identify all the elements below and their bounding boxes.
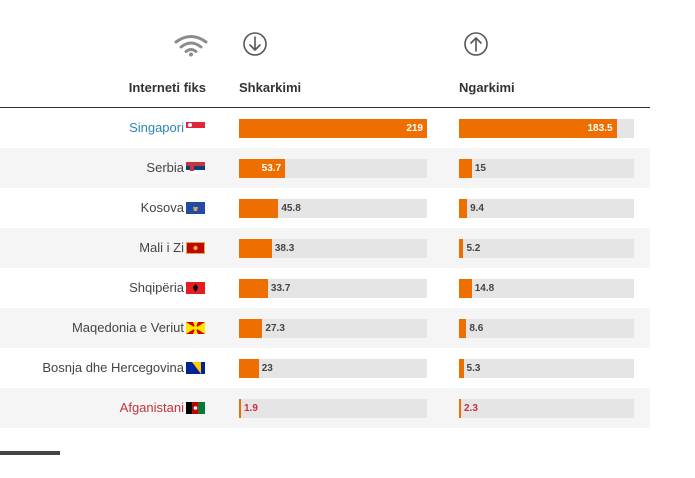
- value-label: 15: [474, 163, 486, 174]
- upload-bar: [459, 279, 472, 298]
- footer-rule: [0, 451, 60, 455]
- singapore-flag: [186, 122, 205, 134]
- upload-track: 8.6: [459, 319, 634, 338]
- upload-track: 5.2: [459, 239, 634, 258]
- afghanistan-flag: [186, 402, 205, 414]
- country-label: Serbia: [146, 160, 184, 175]
- upload-bar: [459, 239, 464, 258]
- country-label: Maqedonia e Veriut: [71, 320, 184, 335]
- value-label: 219: [406, 123, 423, 134]
- wifi-icon: [174, 35, 208, 57]
- download-bar: [239, 119, 427, 138]
- download-bar: [239, 319, 263, 338]
- table-row: Singapori 219 183.5: [0, 108, 650, 148]
- upload-bar: [459, 359, 464, 378]
- country-label[interactable]: Afganistani: [119, 400, 184, 415]
- download-bar: [239, 159, 286, 178]
- download-track: 33.7: [239, 279, 427, 298]
- north-macedonia-flag: [186, 322, 205, 334]
- upload-bar: [459, 199, 468, 218]
- download-bar: [239, 279, 268, 298]
- download-track: 219: [239, 119, 427, 138]
- table-row: Kosova 45.8 9.4: [0, 188, 650, 228]
- table-row: Afganistani 1.9 2.3: [0, 388, 650, 428]
- table-row: Bosnja dhe Hercegovina 23 5.3: [0, 348, 650, 388]
- download-track: 23: [239, 359, 427, 378]
- upload-bar: [459, 159, 472, 178]
- download-track: 1.9: [239, 399, 427, 418]
- upload-icon: [464, 32, 488, 56]
- kosovo-flag: [186, 202, 205, 214]
- value-label: 5.3: [466, 363, 481, 374]
- column-title-label: Interneti fiks: [128, 80, 206, 95]
- download-bar: [239, 359, 259, 378]
- albania-flag: [186, 282, 205, 294]
- download-bar: [239, 399, 241, 418]
- country-label[interactable]: Singapori: [129, 120, 184, 135]
- upload-bar: [459, 119, 617, 138]
- value-label: 53.7: [261, 163, 282, 174]
- download-bar: [239, 239, 272, 258]
- table-row: Shqipëria 33.7 14.8: [0, 268, 650, 308]
- value-label: 5.2: [466, 243, 481, 254]
- montenegro-flag: [186, 242, 205, 254]
- download-track: 38.3: [239, 239, 427, 258]
- table-row: Serbia 53.7 15: [0, 148, 650, 188]
- download-track: 45.8: [239, 199, 427, 218]
- country-label: Bosnja dhe Hercegovina: [42, 360, 184, 375]
- value-label: 2.3: [464, 403, 478, 414]
- value-label: 8.6: [469, 323, 484, 334]
- bosnia-flag: [186, 362, 205, 374]
- value-label: 14.8: [474, 283, 495, 294]
- column-title-download: Shkarkimi: [239, 80, 302, 95]
- value-label: 33.7: [270, 283, 291, 294]
- value-label: 27.3: [265, 323, 285, 334]
- download-track: 53.7: [239, 159, 427, 178]
- table-row: Mali i Zi 38.3 5.2: [0, 228, 650, 268]
- upload-track: 5.3: [459, 359, 634, 378]
- country-label: Mali i Zi: [139, 240, 184, 255]
- value-label: 45.8: [281, 203, 301, 214]
- download-bar: [239, 199, 279, 218]
- serbia-flag: [186, 162, 205, 174]
- download-track: 27.3: [239, 319, 427, 338]
- header-rule: [0, 107, 650, 108]
- value-label: 38.3: [274, 243, 295, 254]
- upload-track: 14.8: [459, 279, 634, 298]
- upload-bar: [459, 399, 461, 418]
- upload-bar: [459, 319, 467, 338]
- table-row: Maqedonia e Veriut 27.3 8.6: [0, 308, 650, 348]
- download-icon: [243, 32, 267, 56]
- upload-track: 183.5: [459, 119, 634, 138]
- upload-track: 2.3: [459, 399, 634, 418]
- value-label: 9.4: [470, 203, 484, 214]
- column-title-upload: Ngarkimi: [459, 80, 515, 95]
- country-label: Shqipëria: [129, 280, 184, 295]
- value-label: 1.9: [244, 403, 258, 414]
- country-label: Kosova: [140, 200, 184, 215]
- value-label: 183.5: [587, 123, 613, 134]
- upload-track: 9.4: [459, 199, 634, 218]
- upload-track: 15: [459, 159, 634, 178]
- value-label: 23: [261, 363, 273, 374]
